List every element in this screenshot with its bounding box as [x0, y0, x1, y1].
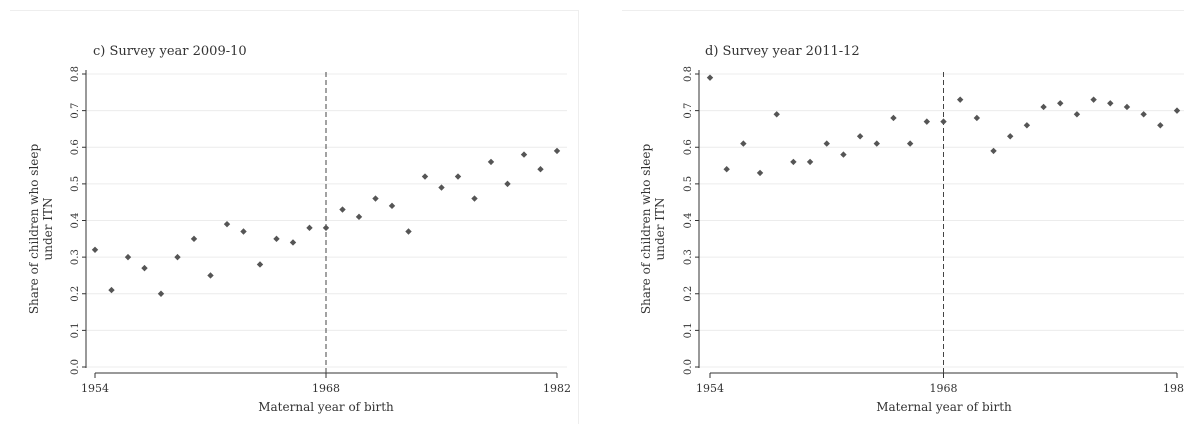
x-tick-label: 1954 [696, 382, 724, 395]
data-point [91, 246, 99, 253]
data-point [723, 166, 730, 173]
data-point [956, 96, 964, 103]
data-point [157, 290, 165, 297]
y-axis-label-line1: Share of children who sleep [639, 144, 653, 315]
chart-panel-left: c) Survey year 2009-10 0.0 0.1 0.2 0.3 0.4 0.… [10, 10, 579, 424]
data-point [1073, 111, 1081, 118]
data-point [537, 166, 544, 173]
data-point [487, 158, 495, 166]
chart-title: c) Survey year 2009-10 [93, 44, 247, 59]
data-point [706, 74, 714, 81]
data-point [1123, 103, 1131, 111]
data-point [990, 147, 997, 155]
data-point [790, 158, 797, 166]
x-tick-label: 1968 [930, 382, 958, 395]
y-tick-label: 0.1 [683, 322, 694, 338]
data-point [454, 173, 462, 180]
x-tick-label: 1954 [81, 382, 109, 395]
data-point [806, 158, 814, 166]
data-point [108, 286, 115, 294]
data-point [438, 184, 445, 191]
y-tick-label: 0.2 [70, 286, 81, 302]
x-tick-label: 1982 [543, 382, 571, 395]
x-tick-label: 1968 [312, 382, 340, 395]
data-point [906, 140, 914, 147]
data-point [1173, 107, 1181, 114]
data-point [355, 213, 363, 221]
data-point [740, 140, 747, 147]
y-tick-label: 0.3 [683, 249, 694, 265]
data-point [923, 118, 931, 125]
chart-panel-right: d) Survey year 2011-12 0.0 0.1 0.2 0.3 0.4 0.… [622, 10, 1184, 424]
data-point [1140, 111, 1147, 118]
data-point [421, 173, 429, 180]
data-point [322, 224, 330, 232]
data-point [405, 228, 412, 235]
data-point [973, 114, 981, 122]
data-point [174, 253, 181, 261]
y-tick-label: 0.6 [683, 139, 694, 155]
y-tick-label: 0.5 [70, 176, 81, 192]
chart-left: c) Survey year 2009-10 0.0 0.1 0.2 0.3 0.4 0.… [27, 44, 571, 414]
data-point [1007, 133, 1014, 140]
data-point [388, 202, 396, 210]
y-tick-label: 0.8 [70, 66, 81, 82]
data-point [504, 180, 511, 188]
y-tick-label: 0.6 [70, 139, 81, 155]
data-point [520, 151, 528, 158]
data-point [306, 224, 313, 232]
y-tick-label: 0.2 [683, 286, 694, 302]
data-point [840, 151, 847, 158]
data-point [339, 206, 346, 213]
chart-right: d) Survey year 2011-12 0.0 0.1 0.2 0.3 0.4 0.… [639, 44, 1184, 414]
data-point [124, 253, 132, 261]
data-point [1157, 122, 1164, 129]
data-point [823, 140, 830, 147]
y-tick-label: 0.0 [70, 359, 81, 375]
data-point [553, 147, 561, 155]
data-point [1023, 122, 1031, 129]
y-axis-label-line1: Share of children who sleep [27, 144, 41, 315]
data-point [289, 239, 297, 246]
y-tick-label: 0.7 [70, 103, 81, 119]
x-tick-label: 1982 [1163, 382, 1184, 395]
data-point [372, 195, 379, 202]
chart-title: d) Survey year 2011-12 [705, 44, 860, 59]
y-axis-label-line2: under ITN [41, 197, 55, 260]
data-point [940, 118, 947, 125]
data-point [141, 264, 148, 272]
y-tick-label: 0.4 [70, 213, 81, 229]
data-point [1040, 103, 1047, 111]
data-point [207, 272, 214, 279]
data-point [890, 114, 897, 122]
y-tick-label: 0.8 [683, 66, 694, 82]
x-axis-label: Maternal year of birth [876, 400, 1012, 414]
y-tick-label: 0.0 [683, 359, 694, 375]
data-point [1107, 100, 1114, 107]
data-point [856, 133, 864, 140]
data-point [1090, 96, 1097, 103]
data-point [190, 235, 198, 243]
y-tick-label: 0.4 [683, 213, 694, 229]
data-point [873, 140, 880, 147]
y-tick-label: 0.3 [70, 249, 81, 265]
data-point [240, 228, 247, 235]
data-point [223, 220, 231, 228]
y-tick-label: 0.7 [683, 103, 694, 119]
y-axis-label-line2: under ITN [653, 197, 667, 260]
data-point [256, 261, 264, 268]
data-point [471, 195, 478, 202]
data-point [273, 235, 280, 243]
data-point [1057, 100, 1064, 107]
data-point [773, 111, 780, 118]
x-axis-label: Maternal year of birth [258, 400, 394, 414]
y-tick-label: 0.5 [683, 176, 694, 192]
y-tick-label: 0.1 [70, 322, 81, 338]
data-point [756, 169, 764, 177]
